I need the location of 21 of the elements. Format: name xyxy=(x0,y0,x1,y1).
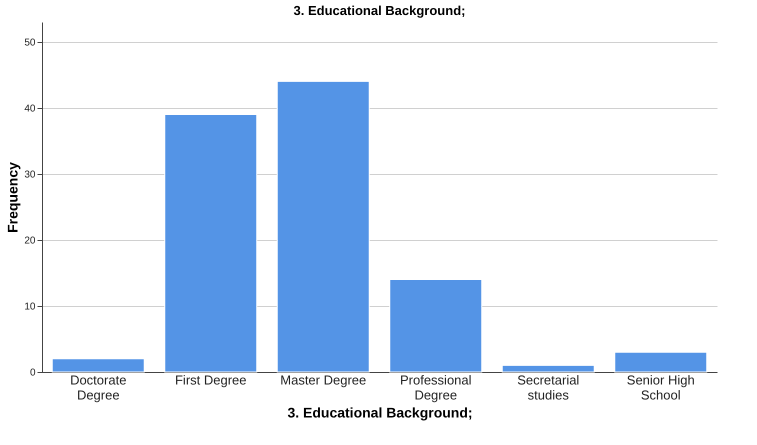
bar xyxy=(502,364,595,372)
bar xyxy=(164,114,258,372)
x-tick-label: Master Degree xyxy=(280,372,366,388)
x-tick-label: Secretarial studies xyxy=(517,372,580,402)
chart-title: 3. Educational Background; xyxy=(294,3,466,18)
x-axis-title: 3. Educational Background; xyxy=(287,404,473,420)
bar xyxy=(276,80,370,372)
x-tick-label: Senior High School xyxy=(626,372,695,402)
x-tick-label: First Degree xyxy=(174,372,247,388)
y-tick-label: 30 xyxy=(24,169,36,180)
bar xyxy=(614,352,708,372)
x-tick-label: Doctorate Degree xyxy=(70,372,126,402)
y-tick-label: 50 xyxy=(24,37,36,48)
y-tick-label: 40 xyxy=(24,103,36,114)
y-tick-label: 10 xyxy=(24,301,36,312)
y-tick-label: 20 xyxy=(24,235,36,246)
bar xyxy=(389,279,482,372)
x-tick-label: Professional Degree xyxy=(400,372,472,402)
bar xyxy=(52,358,145,372)
y-axis-title: Frequency xyxy=(4,162,20,233)
y-tick-label: 0 xyxy=(30,368,36,378)
